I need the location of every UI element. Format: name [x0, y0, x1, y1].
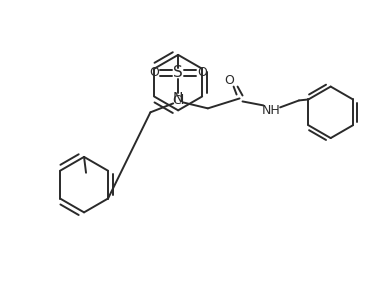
Text: S: S — [173, 65, 183, 80]
Text: O: O — [149, 66, 159, 79]
Text: Cl: Cl — [172, 94, 184, 107]
Text: O: O — [197, 66, 207, 79]
Text: O: O — [225, 74, 235, 87]
Text: N: N — [173, 91, 183, 105]
Text: NH: NH — [262, 104, 281, 117]
